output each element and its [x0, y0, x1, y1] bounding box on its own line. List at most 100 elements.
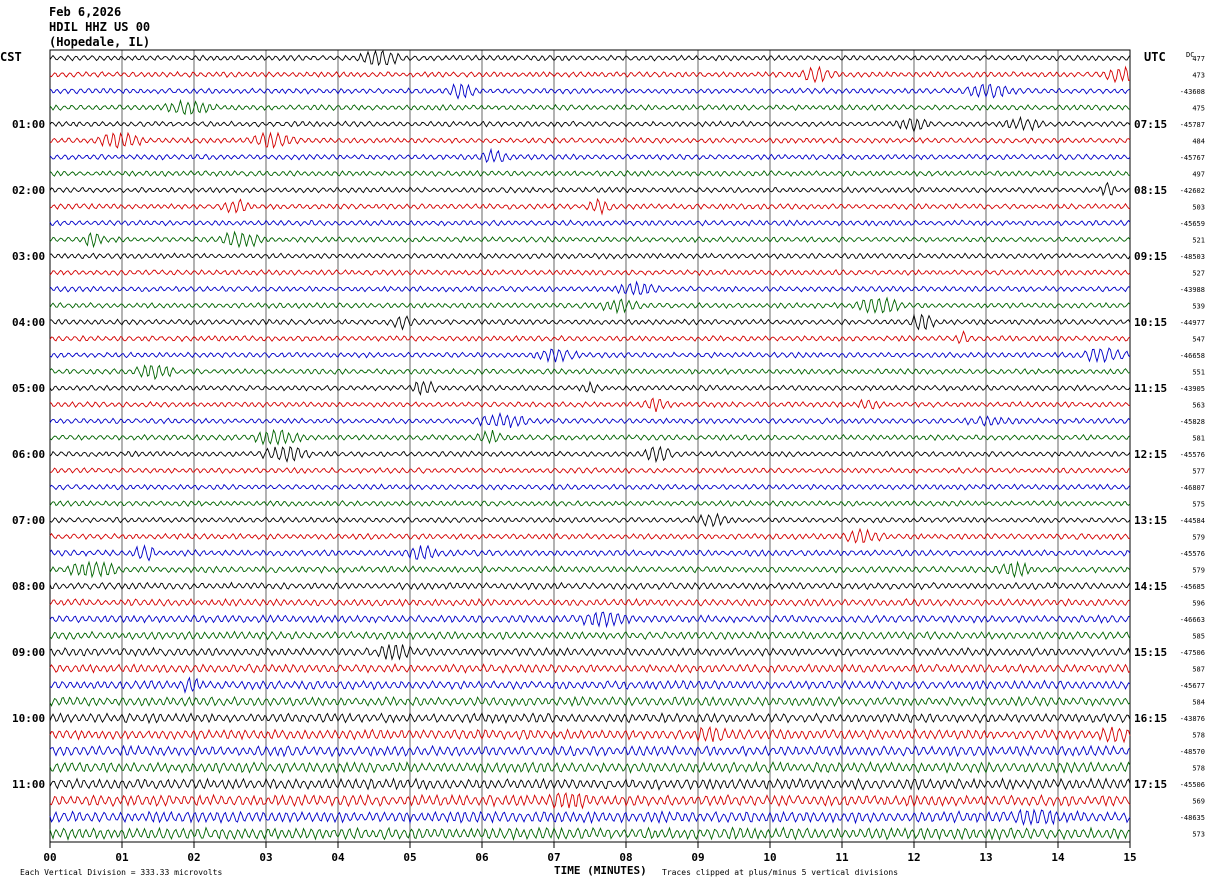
dc-offset-4: -45787: [1180, 121, 1205, 129]
left-zone-label: CST: [0, 50, 22, 64]
trace-row-20: [49, 380, 1131, 397]
dc-label: DC: [1186, 51, 1194, 59]
trace-row-24: [49, 445, 1131, 464]
dc-offset-6: -45767: [1180, 154, 1205, 162]
trace-row-10: [49, 219, 1131, 227]
dc-offset-45: 569: [1192, 798, 1205, 806]
trace-row-14: [49, 280, 1131, 296]
right-zone-label: UTC: [1144, 50, 1166, 64]
x-tick-label-00: 00: [43, 851, 56, 864]
dc-offset-19: 551: [1192, 369, 1205, 377]
dc-offset-18: -46658: [1180, 352, 1205, 360]
trace-row-0: [49, 49, 1131, 67]
dc-offset-46: -48635: [1180, 814, 1205, 822]
utc-label-14:15: 14:15: [1134, 580, 1167, 593]
trace-row-33: [49, 597, 1131, 608]
trace-row-28: [49, 512, 1131, 528]
utc-label-17:15: 17:15: [1134, 778, 1167, 791]
trace-row-23: [49, 428, 1131, 446]
trace-row-41: [49, 725, 1131, 744]
trace-row-26: [49, 483, 1131, 491]
dc-offset-28: -44584: [1180, 517, 1205, 525]
trace-row-22: [49, 412, 1131, 428]
dc-offset-8: -42602: [1180, 187, 1205, 195]
header-location: (Hopedale, IL): [49, 35, 150, 49]
x-tick-label-15: 15: [1123, 851, 1136, 864]
cst-label-03:00: 03:00: [12, 250, 45, 263]
dc-offset-17: 547: [1192, 336, 1205, 344]
trace-row-17: [49, 330, 1131, 345]
trace-row-3: [49, 98, 1131, 116]
trace-row-6: [49, 147, 1131, 163]
utc-label-12:15: 12:15: [1134, 448, 1167, 461]
utc-label-11:15: 11:15: [1134, 382, 1167, 395]
trace-row-42: [49, 744, 1131, 758]
dc-offset-12: -48503: [1180, 253, 1205, 261]
cst-label-02:00: 02:00: [12, 184, 45, 197]
dc-offset-32: -45685: [1180, 583, 1205, 591]
trace-row-46: [49, 808, 1131, 827]
trace-row-1: [49, 65, 1131, 84]
x-tick-label-02: 02: [187, 851, 200, 864]
cst-label-10:00: 10:00: [12, 712, 45, 725]
dc-offset-13: 527: [1192, 270, 1205, 278]
dc-offset-2: -43608: [1180, 88, 1205, 96]
dc-offset-14: -43988: [1180, 286, 1205, 294]
cst-label-05:00: 05:00: [12, 382, 45, 395]
dc-offset-23: 581: [1192, 435, 1205, 443]
cst-label-01:00: 01:00: [12, 118, 45, 131]
trace-row-19: [49, 364, 1131, 381]
x-axis-ticks: 00 01 02 03 04 05 06 07 08 09 10 11 12 13 14 15: [43, 842, 1137, 864]
utc-hour-labels: 07:15 08:15 09:15 10:15 11:15 12:15 13:15 14:15…: [1134, 118, 1167, 791]
x-tick-label-13: 13: [979, 851, 992, 864]
x-tick-label-10: 10: [763, 851, 776, 864]
trace-row-40: [49, 712, 1131, 725]
utc-label-09:15: 09:15: [1134, 250, 1167, 263]
cst-label-09:00: 09:00: [12, 646, 45, 659]
trace-row-38: [49, 676, 1131, 694]
dc-offset-11: 521: [1192, 237, 1205, 245]
trace-row-27: [49, 499, 1131, 507]
utc-label-07:15: 07:15: [1134, 118, 1167, 131]
cst-label-11:00: 11:00: [12, 778, 45, 791]
trace-row-44: [49, 777, 1131, 791]
dc-offset-16: -44977: [1180, 319, 1205, 327]
dc-offset-42: -48570: [1180, 748, 1205, 756]
dc-offset-39: 584: [1192, 699, 1205, 707]
trace-row-43: [49, 760, 1131, 775]
x-tick-label-06: 06: [475, 851, 489, 864]
utc-label-13:15: 13:15: [1134, 514, 1167, 527]
utc-label-15:15: 15:15: [1134, 646, 1167, 659]
dc-offset-37: 587: [1192, 666, 1205, 674]
trace-row-34: [49, 611, 1131, 629]
trace-row-39: [49, 695, 1131, 708]
trace-row-7: [49, 169, 1131, 178]
dc-offset-41: 578: [1192, 732, 1205, 740]
trace-row-12: [49, 252, 1131, 260]
scale-note: Each Vertical Division = 333.33 microvol…: [20, 868, 222, 877]
dc-offset-31: 579: [1192, 567, 1205, 575]
clip-note: Traces clipped at plus/minus 5 vertical …: [662, 868, 898, 877]
cst-label-07:00: 07:00: [12, 514, 45, 527]
trace-row-18: [49, 347, 1131, 364]
trace-row-8: [49, 181, 1131, 197]
trace-row-9: [49, 197, 1131, 216]
dc-offset-5: 484: [1192, 138, 1205, 146]
x-axis-label: TIME (MINUTES): [554, 864, 647, 877]
dc-offset-20: -43905: [1180, 385, 1205, 393]
trace-row-37: [49, 663, 1131, 674]
cst-label-04:00: 04:00: [12, 316, 45, 329]
trace-row-36: [49, 644, 1131, 661]
dc-offset-44: -45506: [1180, 781, 1205, 789]
dc-offset-47: 573: [1192, 831, 1205, 839]
trace-row-4: [49, 115, 1131, 133]
dc-offset-34: -46663: [1180, 616, 1205, 624]
trace-row-21: [49, 397, 1131, 413]
header-station: HDIL HHZ US 00: [49, 20, 150, 34]
trace-row-32: [49, 581, 1131, 591]
dc-offset-29: 579: [1192, 534, 1205, 542]
x-tick-label-07: 07: [547, 851, 560, 864]
utc-label-16:15: 16:15: [1134, 712, 1167, 725]
dc-offset-30: -45576: [1180, 550, 1205, 558]
